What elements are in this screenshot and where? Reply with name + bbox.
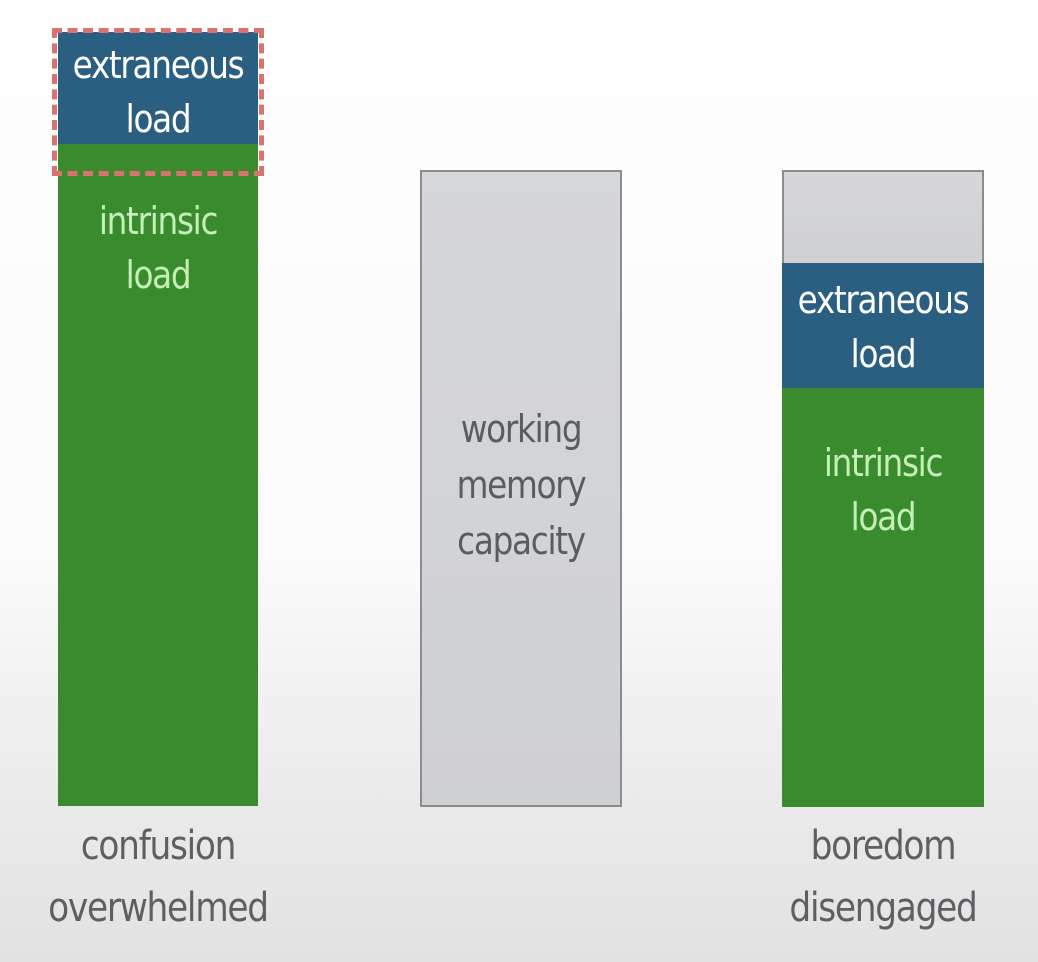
right-extraneous-load-block: extraneous load (782, 263, 984, 388)
excess-load-highlight (52, 28, 264, 176)
right-extraneous-label-line2: load (850, 332, 917, 376)
left-intrinsic-label-line1: intrinsic (98, 199, 219, 243)
capacity-label-line1: working (460, 407, 583, 451)
left-caption-line2: overwhelmed (48, 885, 269, 931)
right-caption-line1: boredom (810, 823, 957, 869)
right-intrinsic-label-line1: intrinsic (823, 441, 944, 485)
left-intrinsic-load-block: intrinsic load (58, 144, 258, 806)
right-caption-line2: disengaged (789, 885, 977, 931)
capacity-label-line2: memory (456, 463, 587, 507)
left-extraneous-label-line2: load (125, 97, 192, 141)
right-extraneous-label-line1: extraneous (797, 278, 970, 322)
working-memory-capacity-block: working memory capacity (420, 170, 622, 807)
right-intrinsic-label-line2: load (850, 495, 917, 539)
left-caption-line1: confusion (80, 823, 237, 869)
left-intrinsic-label-line2: load (125, 253, 192, 297)
right-intrinsic-load-block: intrinsic load (782, 388, 984, 807)
left-extraneous-label-line1: extraneous (72, 43, 245, 87)
right-unused-capacity-block (782, 170, 984, 265)
left-extraneous-load-block: extraneous load (58, 32, 258, 144)
capacity-label-line3: capacity (457, 519, 586, 563)
